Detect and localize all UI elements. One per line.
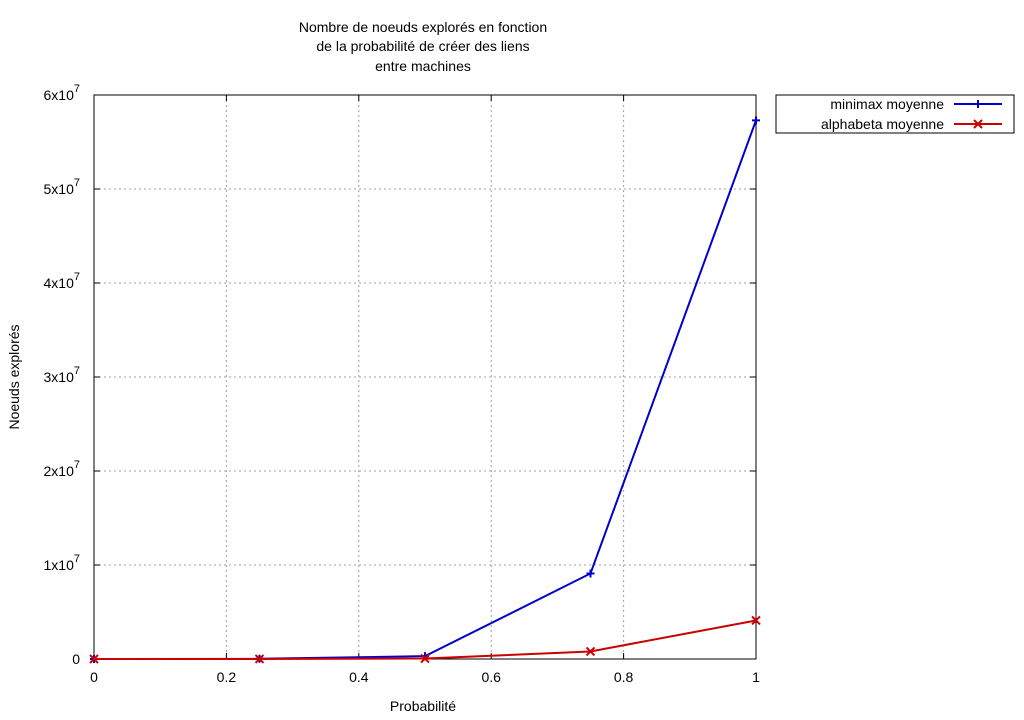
grid (94, 95, 756, 659)
y-tick-label: 6x107 (44, 83, 80, 103)
chart-title-line-2: de la probabilité de créer des liens (316, 38, 529, 54)
series (89, 116, 761, 664)
series-0 (90, 116, 760, 663)
legend-label-minimax: minimax moyenne (830, 96, 944, 112)
x-tick-label: 0.2 (217, 669, 237, 685)
data-point (751, 615, 761, 626)
y-tick-label: 0 (72, 651, 80, 667)
legend-label-alphabeta: alphabeta moyenne (821, 116, 944, 132)
x-tick-label: 0 (90, 669, 98, 685)
y-tick-label: 1x107 (44, 553, 80, 573)
chart-title: Nombre de noeuds explorés en fonction de… (299, 19, 547, 74)
legend-marker-minimax (974, 100, 982, 108)
series-line (93, 120, 757, 660)
x-tick-label: 0.6 (481, 669, 501, 685)
x-tick-label: 0.8 (614, 669, 634, 685)
data-point (89, 654, 99, 664)
legend-marker-point (973, 119, 983, 129)
y-axis-label: Noeuds explorés (6, 324, 22, 429)
axis-ticks (93, 94, 757, 660)
y-tick-label: 3x107 (44, 365, 80, 385)
data-point (254, 654, 265, 664)
data-point (752, 116, 760, 125)
data-point (420, 653, 430, 664)
data-point (586, 569, 595, 578)
x-axis-label: Probabilité (390, 698, 456, 714)
data-point (585, 646, 596, 657)
legend: minimax moyenne alphabeta moyenne (775, 94, 1015, 134)
chart-title-line-1: Nombre de noeuds explorés en fonction (299, 19, 547, 35)
x-tick-label: 1 (752, 669, 760, 685)
y-tick-label: 2x107 (44, 459, 80, 479)
chart-title-line-3: entre machines (375, 58, 471, 74)
x-tick-label: 0.4 (349, 669, 369, 685)
series-1 (89, 615, 761, 664)
x-axis-tick-labels: 0 0.2 0.4 0.6 0.8 1 (90, 669, 760, 685)
legend-marker-alphabeta (973, 119, 983, 129)
y-tick-label: 5x107 (44, 177, 80, 197)
y-axis-tick-labels: 0 1x107 2x107 3x107 4x107 5x107 6x107 (44, 83, 81, 667)
y-tick-label: 4x107 (44, 271, 80, 291)
legend-marker-point (974, 100, 982, 108)
